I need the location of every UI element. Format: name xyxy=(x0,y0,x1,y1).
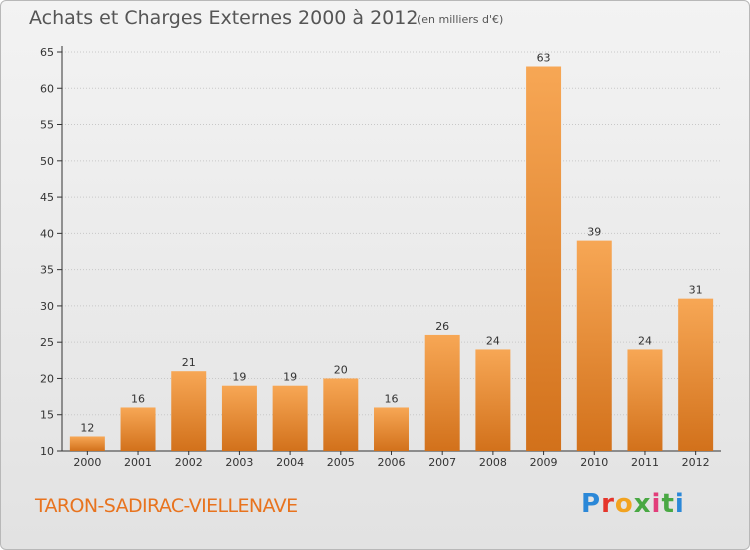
data-label: 39 xyxy=(587,226,601,239)
data-label: 16 xyxy=(131,392,145,405)
data-label: 19 xyxy=(283,371,297,384)
data-label: 24 xyxy=(486,334,500,347)
x-tick-label: 2002 xyxy=(175,456,203,469)
data-label: 63 xyxy=(537,52,551,65)
x-tick-label: 2000 xyxy=(73,456,101,469)
data-label: 26 xyxy=(435,320,449,333)
y-tick-label: 40 xyxy=(40,227,54,240)
bar xyxy=(69,436,105,451)
data-label: 20 xyxy=(334,363,348,376)
x-tick-label: 2012 xyxy=(682,456,710,469)
y-tick-label: 55 xyxy=(40,119,54,132)
y-tick-label: 20 xyxy=(40,372,54,385)
bar xyxy=(475,349,511,451)
data-label: 21 xyxy=(182,356,196,369)
data-label: 19 xyxy=(232,371,246,384)
x-tick-label: 2007 xyxy=(428,456,456,469)
y-tick-label: 65 xyxy=(40,46,54,59)
y-tick-label: 10 xyxy=(40,445,54,458)
x-tick-label: 2009 xyxy=(530,456,558,469)
chart-title: Achats et Charges Externes 2000 à 2012 xyxy=(29,7,419,29)
data-label: 12 xyxy=(80,421,94,434)
bar xyxy=(627,349,663,451)
x-tick-label: 2003 xyxy=(225,456,253,469)
data-label: 24 xyxy=(638,334,652,347)
x-tick-label: 2008 xyxy=(479,456,507,469)
y-tick-label: 45 xyxy=(40,191,54,204)
bar xyxy=(374,407,409,451)
y-tick-label: 50 xyxy=(40,155,54,168)
y-tick-label: 60 xyxy=(40,82,54,95)
y-tick-label: 25 xyxy=(40,336,54,349)
y-tick-label: 30 xyxy=(40,300,54,313)
bar xyxy=(576,240,612,451)
y-tick-label: 15 xyxy=(40,409,54,422)
commune-name: TARON-SADIRAC-VIELLENAVE xyxy=(35,495,298,517)
bar xyxy=(120,407,156,451)
chart-subtitle: (en milliers d'€) xyxy=(417,13,504,26)
bar xyxy=(424,334,460,451)
data-label: 16 xyxy=(385,392,399,405)
proxiti-logo[interactable]: Proxiti xyxy=(581,489,685,519)
y-tick-label: 35 xyxy=(40,264,54,277)
x-tick-label: 2001 xyxy=(124,456,152,469)
x-tick-label: 2004 xyxy=(276,456,304,469)
bar xyxy=(678,298,714,451)
x-tick-label: 2010 xyxy=(580,456,608,469)
bar xyxy=(323,378,359,451)
data-label: 31 xyxy=(689,284,703,297)
bar xyxy=(221,385,257,451)
bar xyxy=(272,385,308,451)
x-tick-label: 2006 xyxy=(378,456,406,469)
x-tick-label: 2005 xyxy=(327,456,355,469)
bar xyxy=(171,371,207,451)
bar xyxy=(526,66,562,451)
x-tick-label: 2011 xyxy=(631,456,659,469)
